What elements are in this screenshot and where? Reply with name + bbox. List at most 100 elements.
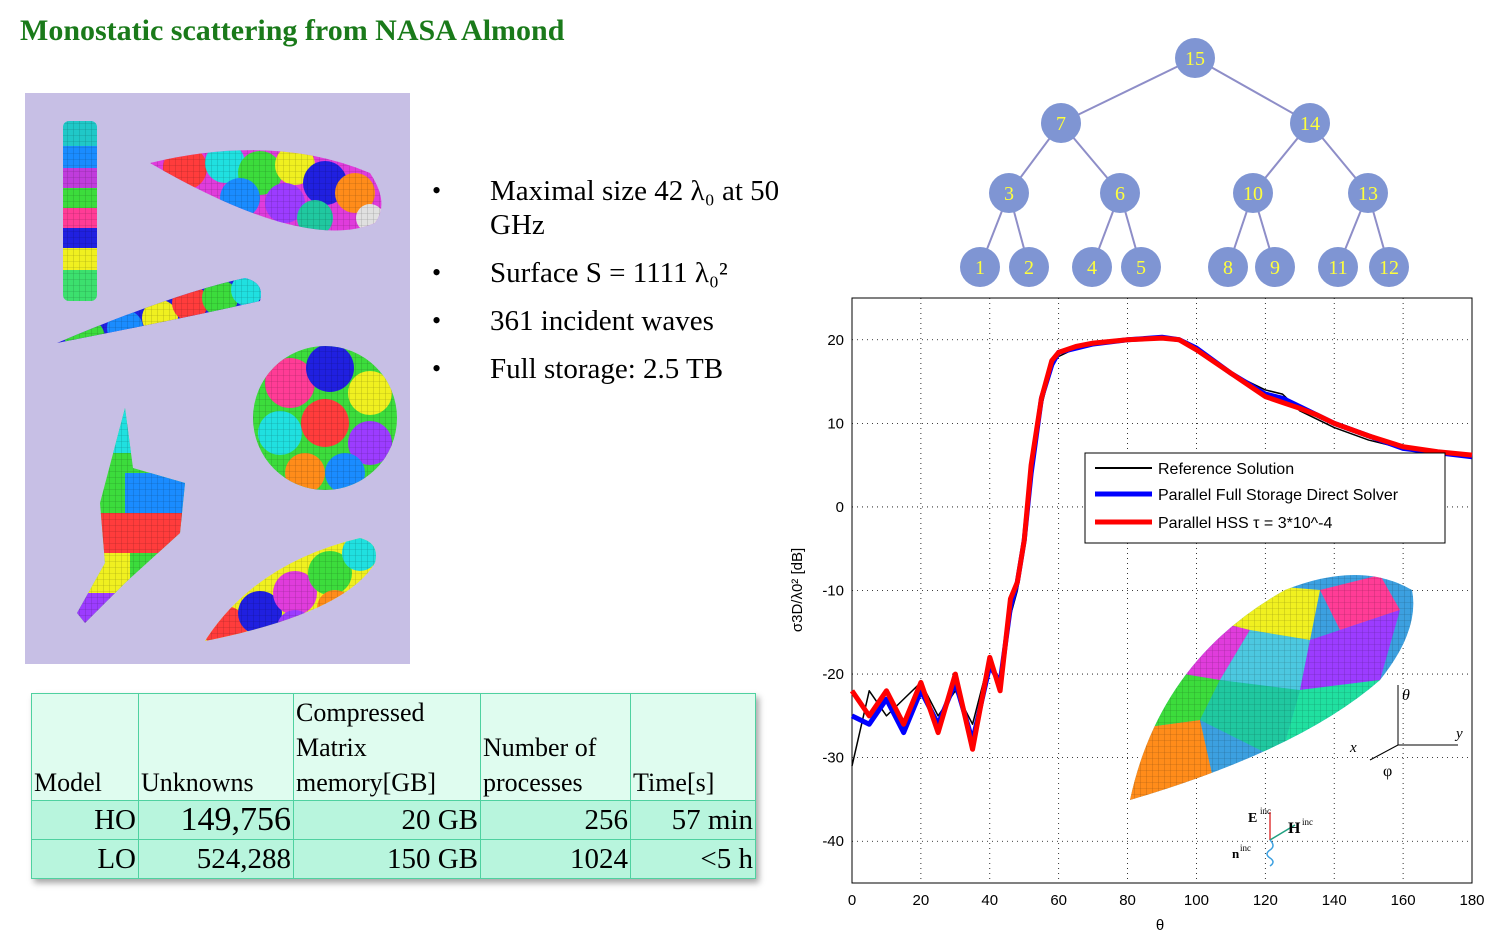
table-row: LO 524,288 150 GB 1024 <5 h [31,839,756,879]
tree-node [1255,247,1295,287]
tree-node-label: 9 [1270,257,1280,279]
bullet-item: • Surface S = 1111 λ₀² [430,256,840,290]
sphere-mesh [253,346,397,490]
bullet-text: Maximal size 42 λ₀ at 50 GHz [490,175,780,241]
bullet-dot: • [432,176,442,205]
table-row: HO 149,756 20 GB 256 57 min [31,800,756,840]
legend-entry-reference: Reference Solution [1158,461,1294,478]
table-cell: HO [31,800,139,840]
tree-edge [1194,57,1311,124]
x-tick-label: 120 [1253,892,1278,909]
tree-node-label: 4 [1087,257,1097,279]
tree-node [1041,103,1081,143]
tree-node-label: 11 [1328,257,1347,279]
tree-node [960,247,1000,287]
table-cell: 524,288 [138,839,294,879]
tree-node-label: 10 [1243,183,1263,205]
mesh-models-illustration [57,121,397,641]
tree-node-label: 7 [1056,113,1066,135]
results-table: Model Unknowns Compressed Matrix memory[… [31,693,756,879]
almond-mesh [150,150,382,231]
x-tick-label: 140 [1322,892,1347,909]
bullet-dot: • [432,306,442,335]
legend-entry-hss: Parallel HSS τ = 3*10^-4 [1158,515,1332,532]
h-inc-superscript: inc [1302,817,1313,827]
table-cell: 20 GB [293,800,481,840]
tree-node [1009,247,1049,287]
x-tick-label: 180 [1459,892,1484,909]
table-header-cell: Model [31,693,139,801]
x-tick-label: 100 [1184,892,1209,909]
table-cell: LO [31,839,139,879]
almond-mesh-2 [205,538,376,641]
n-inc-superscript: inc [1240,843,1251,853]
series-hss [849,335,1473,752]
table-cell: 256 [480,800,631,840]
airplane-mesh [77,408,185,623]
table-cell: 57 min [630,800,756,840]
y-tick-label: -40 [822,833,844,850]
tree-node [1175,38,1215,78]
bullet-text: 361 incident waves [490,305,714,337]
tree-node-label: 13 [1358,183,1378,205]
axis-ticks: 0 20 40 60 80 100 120 140 160 18020100-10-20-30-4… [822,332,1484,909]
y-tick-label: -20 [822,666,844,683]
y-axis-label: σ3D/λ0² [dB] [789,548,806,632]
bullet-dot: • [432,354,442,383]
table-header-cell: Unknowns [138,693,294,801]
tree-node-label: 8 [1223,257,1233,279]
tree-node-label: 15 [1185,48,1205,70]
e-inc-label: E [1248,811,1257,826]
bullet-dot: • [432,258,442,287]
y-tick-label: 20 [827,332,844,349]
tree-node [1318,247,1358,287]
tree-node-label: 1 [975,257,985,279]
table-header-cell: Compressed Matrix memory[GB] [293,693,481,801]
mesh-models-panel [25,93,410,664]
series-lines [849,334,1473,767]
legend-entry-full-storage: Parallel Full Storage Direct Solver [1158,487,1399,504]
tree-node [1072,247,1112,287]
table-cell: <5 h [630,839,756,879]
h-inc-label: H [1288,820,1301,837]
x-tick-label: 0 [848,892,856,909]
axis-x-line [1369,744,1399,761]
x-tick-label: 160 [1391,892,1416,909]
tree-node-label: 14 [1300,113,1320,135]
tree-node [1208,247,1248,287]
x-axis-label: θ [1156,917,1164,934]
tree-node [1233,173,1273,213]
y-tick-label: -30 [822,750,844,767]
tree-node [1121,247,1161,287]
slide-title: Monostatic scattering from NASA Almond [20,14,565,47]
hss-tree-diagram: 157 143 6 10 131 2 4 5 8 9 11 12 [960,38,1409,287]
y-tick-label: 10 [827,415,844,432]
tree-node-label: 3 [1004,183,1014,205]
y-tick-label: 0 [836,499,844,516]
bullet-item: • Maximal size 42 λ₀ at 50 GHz [430,174,840,242]
tree-node-label: 5 [1136,257,1146,279]
x-axis-inset-label: x [1349,740,1357,756]
tree-node-label: 12 [1379,257,1399,279]
tree-node [1369,247,1409,287]
x-tick-label: 60 [1050,892,1067,909]
phi-axis-label: φ [1383,763,1392,780]
bullet-item: • Full storage: 2.5 TB [430,352,840,386]
tree-node-label: 2 [1024,257,1034,279]
table-header-row: Model Unknowns Compressed Matrix memory[… [31,693,756,801]
y-tick-label: -10 [822,583,844,600]
table-cell: 149,756 [138,800,294,840]
n-inc-label: n [1232,846,1240,861]
e-inc-superscript: inc [1260,806,1271,816]
chart-legend: Reference Solution Parallel Full Storage… [1084,452,1446,544]
bullet-item: • 361 incident waves [430,304,840,338]
bullet-list: • Maximal size 42 λ₀ at 50 GHz • Surface… [430,174,840,400]
tree-node-label: 6 [1115,183,1125,205]
table-header-cell: Number of processes [480,693,631,801]
x-tick-label: 80 [1119,892,1136,909]
bullet-text: Surface S = 1111 λ₀² [490,257,728,289]
tree-node [1100,173,1140,213]
tree-node [989,173,1029,213]
tree-node [1348,173,1388,213]
h-field-arrow [1269,824,1296,841]
